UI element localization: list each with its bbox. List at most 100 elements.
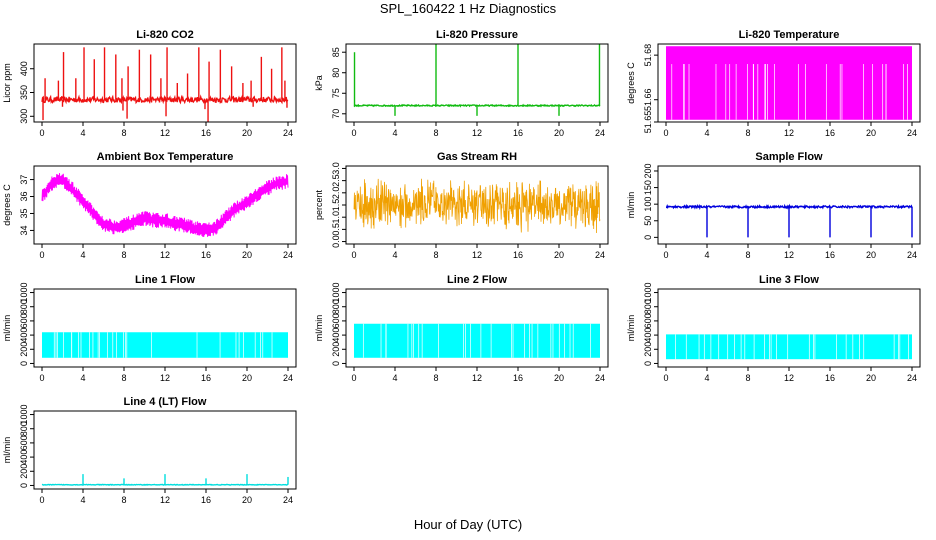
y-tick-label: 51.65	[643, 111, 653, 134]
panel-10: Line 4 (LT) Flow ml/min 0 4 8 12 16 20 24 0 200400…	[2, 396, 297, 505]
y-tick-label: 800	[19, 299, 29, 314]
panel-title: Sample Flow	[755, 151, 823, 163]
x-tick-label: 12	[784, 373, 794, 383]
y-axis-label: kPa	[314, 75, 324, 91]
panel-title: Gas Stream RH	[437, 151, 517, 163]
x-tick-label: 20	[866, 373, 876, 383]
x-tick-label: 24	[907, 128, 917, 138]
panel-8: Line 2 Flow ml/min 0 4 8 12 16 20 24 0 20040060080…	[314, 274, 609, 383]
x-tick-label: 24	[907, 373, 917, 383]
y-tick-label: 200	[19, 342, 29, 357]
panel-title: Li-820 CO2	[136, 29, 193, 41]
series-10	[41, 474, 289, 486]
x-tick-label: 20	[866, 250, 876, 260]
y-axis-label: Licor ppm	[2, 63, 12, 103]
y-axis-label: ml/min	[314, 315, 324, 342]
x-tick-label: 16	[513, 250, 523, 260]
y-tick-label: 2.5	[331, 174, 341, 187]
y-tick-label: 200	[19, 464, 29, 479]
x-tick-label: 8	[745, 250, 750, 260]
y-tick-label: 0	[643, 361, 653, 366]
x-tick-label: 0	[39, 495, 44, 505]
series-5	[353, 178, 601, 234]
y-tick-label: 200	[643, 342, 653, 357]
x-tick-label: 24	[595, 128, 605, 138]
panel-title: Ambient Box Temperature	[97, 151, 234, 163]
x-tick-label: 12	[472, 373, 482, 383]
y-tick-label: 0	[19, 361, 29, 366]
y-tick-label: 350	[19, 85, 29, 100]
x-tick-label: 8	[121, 128, 126, 138]
series-7	[42, 332, 288, 358]
x-tick-label: 12	[160, 128, 170, 138]
x-tick-label: 4	[392, 128, 397, 138]
figure-title: SPL_160422 1 Hz Diagnostics	[379, 1, 557, 16]
x-tick-label: 24	[283, 495, 293, 505]
y-tick-label: 400	[643, 328, 653, 343]
x-tick-label: 8	[121, 250, 126, 260]
series-line	[353, 178, 601, 234]
y-tick-label: 800	[643, 299, 653, 314]
y-tick-label: 50	[643, 216, 653, 226]
panel-title: Line 4 (LT) Flow	[124, 396, 207, 408]
x-tick-label: 16	[825, 128, 835, 138]
y-tick-label: 34	[19, 225, 29, 235]
y-tick-label: 51.68	[643, 44, 653, 67]
series-8	[354, 323, 600, 358]
y-tick-label: 1000	[19, 405, 29, 425]
x-tick-label: 24	[595, 373, 605, 383]
panel-6: Sample Flow ml/min 0 4 8 12 16 20 24 0 50 100 150 200	[626, 151, 921, 260]
y-tick-label: 1.0	[331, 211, 341, 224]
x-tick-label: 16	[513, 128, 523, 138]
x-tick-label: 4	[80, 495, 85, 505]
panel-9: Line 3 Flow ml/min 0 4 8 12 16 20 24 0 20040060080…	[626, 274, 921, 383]
x-tick-label: 0	[663, 128, 668, 138]
y-axis-label: ml/min	[2, 437, 12, 464]
x-tick-label: 0	[39, 250, 44, 260]
series-band	[666, 46, 912, 120]
x-tick-label: 20	[554, 373, 564, 383]
x-tick-label: 20	[242, 373, 252, 383]
panel-3: Li-820 Temperature degrees C 0 4 8 12 16 20 24 51…	[626, 29, 921, 138]
y-tick-label: 1000	[331, 283, 341, 303]
series-6	[665, 203, 913, 238]
x-tick-label: 4	[392, 373, 397, 383]
x-tick-label: 16	[201, 495, 211, 505]
x-tick-label: 16	[513, 373, 523, 383]
x-tick-label: 24	[907, 250, 917, 260]
x-tick-label: 8	[433, 128, 438, 138]
x-tick-label: 20	[554, 250, 564, 260]
x-tick-label: 12	[472, 250, 482, 260]
y-tick-label: 0	[643, 235, 653, 240]
x-tick-label: 12	[472, 128, 482, 138]
x-tick-label: 24	[595, 250, 605, 260]
x-tick-label: 0	[663, 250, 668, 260]
x-tick-label: 4	[704, 373, 709, 383]
y-tick-label: 800	[19, 421, 29, 436]
x-tick-label: 4	[80, 128, 85, 138]
y-tick-label: 75	[331, 88, 341, 98]
x-tick-label: 8	[121, 373, 126, 383]
x-tick-label: 20	[866, 128, 876, 138]
y-tick-label: 85	[331, 47, 341, 57]
x-tick-label: 24	[283, 128, 293, 138]
x-tick-label: 12	[784, 250, 794, 260]
y-tick-label: 400	[331, 328, 341, 343]
x-tick-label: 16	[825, 373, 835, 383]
y-tick-label: 51.66	[643, 88, 653, 111]
x-tick-label: 12	[160, 495, 170, 505]
x-tick-label: 0	[351, 373, 356, 383]
series-9	[666, 334, 912, 360]
y-tick-label: 0.5	[331, 223, 341, 236]
y-axis-label: degrees C	[626, 62, 636, 104]
x-tick-label: 24	[283, 250, 293, 260]
panel-4: Ambient Box Temperature degrees C 0 4 8 12 16 2…	[2, 151, 297, 260]
y-tick-label: 600	[19, 435, 29, 450]
y-tick-label: 3.0	[331, 162, 341, 175]
y-tick-label: 35	[19, 208, 29, 218]
x-tick-label: 20	[242, 495, 252, 505]
y-tick-label: 2.0	[331, 187, 341, 200]
y-axis-label: ml/min	[2, 315, 12, 342]
x-tick-label: 4	[392, 250, 397, 260]
